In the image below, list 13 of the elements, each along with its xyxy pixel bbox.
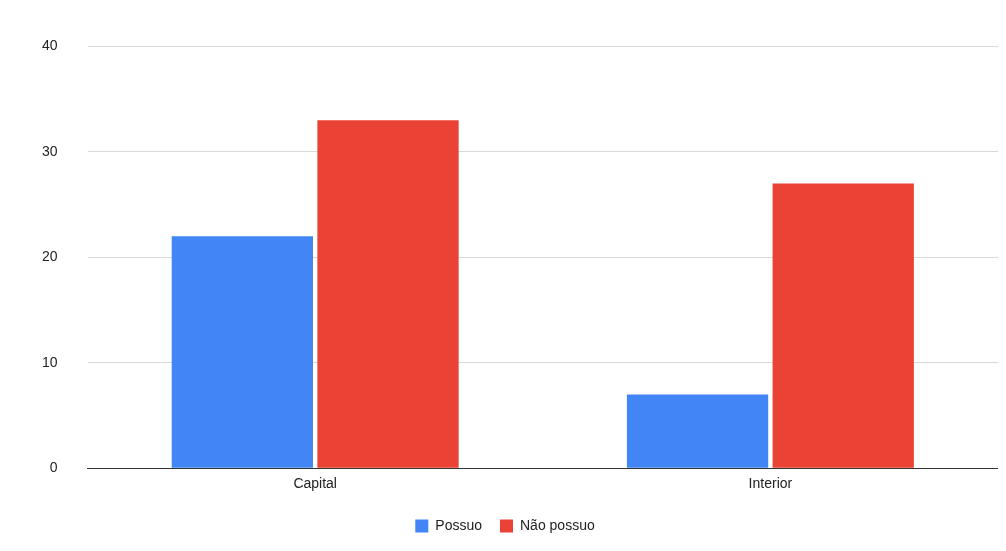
bar (772, 183, 914, 468)
legend-label: Possuo (435, 516, 483, 533)
y-tick-label: 0 (49, 459, 58, 476)
y-tick-label: 40 (41, 37, 58, 54)
bar (171, 236, 313, 468)
y-tick-label: 10 (41, 353, 58, 370)
bar (626, 394, 769, 468)
x-tick-label: Interior (748, 475, 793, 492)
legend-label: Não possuo (519, 516, 595, 533)
bar (317, 120, 459, 468)
x-tick-label: Capital (293, 475, 337, 492)
y-tick-label: 20 (41, 248, 58, 265)
y-tick-label: 30 (41, 142, 58, 159)
